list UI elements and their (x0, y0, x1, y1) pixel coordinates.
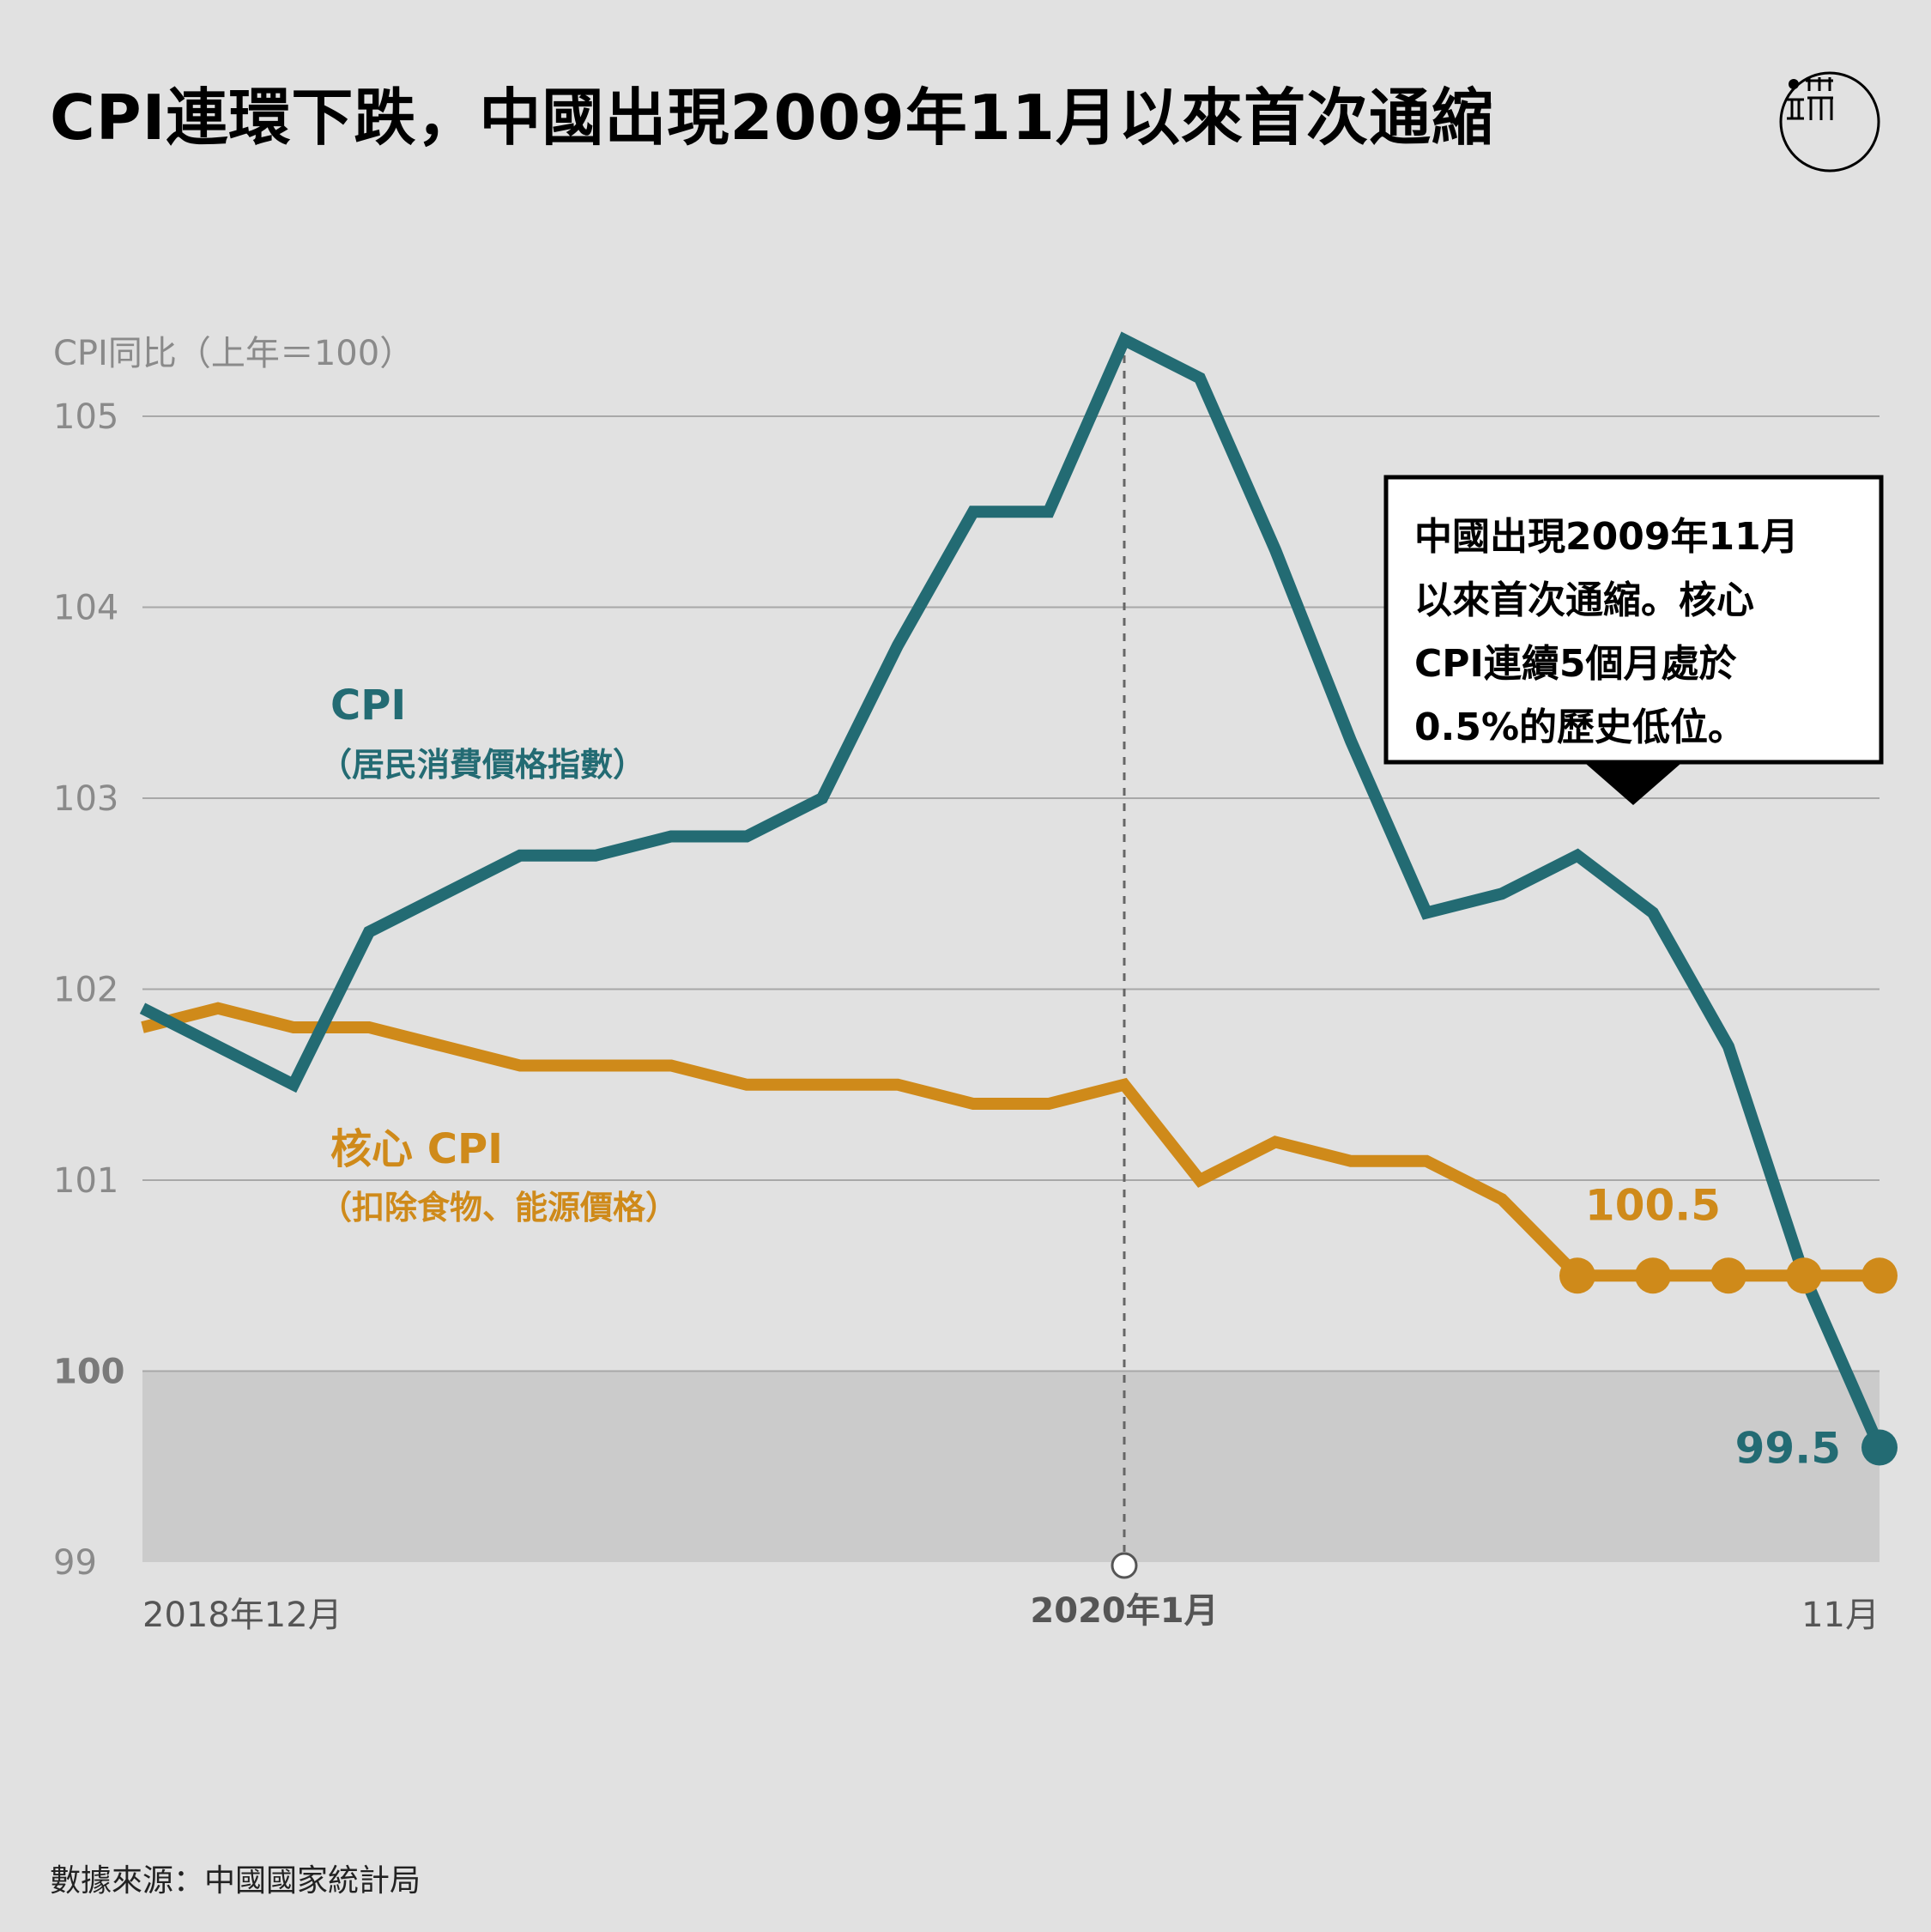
cpi-end-point (1861, 1429, 1898, 1466)
legend-core-subtitle: （扣除食物、能源價格） (319, 1189, 678, 1226)
annotation-box: 中國出現2009年11月 以來首次通縮。核心 CPI連續5個月處於 0.5%的歷… (1383, 475, 1884, 805)
core-cpi-point (1559, 1257, 1595, 1294)
chart-title: CPI連環下跌，中國出現2009年11月以來首次通縮 (50, 82, 1494, 154)
below-100-shade (142, 1371, 1880, 1562)
legend-core-name: 核心 CPI (330, 1125, 503, 1173)
core-end-label: 100.5 (1585, 1180, 1721, 1230)
annotation-line: CPI連續5個月處於 (1414, 642, 1738, 686)
y-tick-label: 100 (53, 1353, 125, 1392)
x-label-start: 2018年12月 (142, 1596, 342, 1635)
logo-icon (1779, 71, 1880, 173)
y-tick-label: 105 (53, 397, 118, 437)
source-note: 數據來源：中國國家統計局 (50, 1863, 421, 1899)
y-tick-label: 99 (53, 1543, 97, 1583)
y-tick-label: 104 (53, 589, 118, 628)
cpi-line (139, 331, 1886, 1451)
marker-circle (1111, 1552, 1138, 1579)
y-tick-label: 103 (53, 779, 118, 819)
core-cpi-point (1710, 1257, 1746, 1294)
y-tick-label: 102 (53, 971, 118, 1010)
y-axis-unit: CPI同比（上年＝100） (53, 334, 414, 373)
legend-cpi-name: CPI (330, 681, 406, 730)
annotation-line: 0.5%的歷史低位。 (1414, 706, 1746, 749)
x-label-mid: 2020年1月 (1030, 1591, 1218, 1631)
core-cpi-point (1635, 1257, 1671, 1294)
core-cpi-point (1861, 1257, 1898, 1294)
x-label-end: 11月 (1801, 1596, 1880, 1635)
y-tick-label: 101 (53, 1161, 118, 1201)
annotation-line: 以來首次通縮。核心 (1414, 578, 1754, 622)
cpi-end-label: 99.5 (1735, 1424, 1841, 1474)
core-cpi-point (1786, 1257, 1822, 1294)
legend-cpi-subtitle: （居民消費價格指數） (319, 746, 645, 784)
annotation-line: 中國出現2009年11月 (1414, 515, 1799, 559)
